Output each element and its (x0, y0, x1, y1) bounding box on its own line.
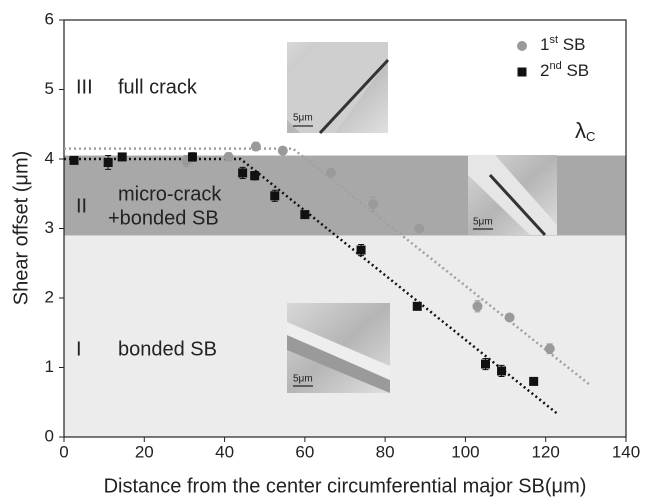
x-tick-label: 100 (451, 442, 479, 461)
region-numeral: I (76, 338, 82, 360)
region-text: +bonded SB (108, 207, 219, 229)
legend-label: 2nd SB (540, 60, 589, 81)
x-tick-label: 20 (135, 442, 154, 461)
point (300, 210, 309, 219)
x-tick-label: 120 (532, 442, 560, 461)
y-tick-label: 2 (45, 287, 54, 306)
point (545, 344, 555, 354)
point (472, 301, 482, 311)
x-axis-label: Distance from the center circumferential… (104, 475, 587, 497)
point (505, 312, 515, 322)
region-text: full crack (118, 76, 198, 98)
y-axis-label: Shear offset (μm) (10, 151, 32, 306)
point (529, 377, 538, 386)
y-tick-label: 1 (45, 357, 54, 376)
point (118, 152, 127, 161)
y-tick-label: 3 (45, 218, 54, 237)
point (104, 158, 113, 167)
threshold-symbol: λ (575, 118, 586, 143)
x-tick-label: 0 (59, 442, 68, 461)
legend-marker (518, 68, 527, 77)
point (278, 146, 288, 156)
region-text: micro-crack (118, 183, 222, 205)
inset-scale: 5μm (473, 217, 493, 228)
region-numeral: III (76, 76, 93, 98)
legend-label: 1st SB (540, 34, 585, 55)
region-text: bonded SB (118, 338, 217, 360)
point (497, 366, 506, 375)
y-tick-label: 4 (45, 148, 54, 167)
point (224, 152, 234, 162)
point (326, 168, 336, 178)
point (481, 360, 490, 369)
x-tick-label: 80 (376, 442, 395, 461)
point (250, 171, 259, 180)
x-tick-label: 40 (215, 442, 234, 461)
threshold-subscript: C (586, 129, 595, 144)
y-tick-label: 0 (45, 426, 54, 445)
point (251, 141, 261, 151)
point (368, 199, 378, 209)
y-tick-label: 6 (45, 9, 54, 28)
point (270, 191, 279, 200)
point (188, 152, 197, 161)
x-tick-label: 60 (295, 442, 314, 461)
x-tick-label: 140 (612, 442, 640, 461)
point (70, 156, 79, 165)
inset-scale: 5μm (293, 374, 313, 385)
y-tick-label: 5 (45, 79, 54, 98)
region-numeral: II (76, 195, 87, 217)
point (238, 168, 247, 177)
point (357, 246, 366, 255)
legend-marker (517, 41, 527, 51)
chart: Ibonded SB II micro-crack+bonded SB III full… (0, 0, 659, 502)
inset-scale: 5μm (293, 113, 313, 124)
point (413, 302, 422, 311)
point (414, 224, 424, 234)
